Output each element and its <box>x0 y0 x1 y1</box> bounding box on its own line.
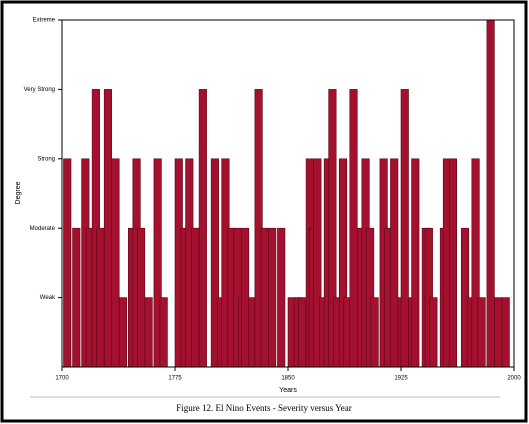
bar <box>298 297 307 368</box>
x-tick-label: 1925 <box>394 376 408 382</box>
bar <box>486 19 495 368</box>
x-tick-label: 1850 <box>281 376 295 382</box>
bar <box>260 227 269 368</box>
bar <box>370 297 379 368</box>
bar <box>96 227 105 368</box>
caption: Figure 12. El Nino Events - Severity ver… <box>176 403 351 413</box>
bar <box>501 297 510 368</box>
x-tick-label: 1775 <box>168 376 182 382</box>
bar <box>191 227 200 368</box>
bar <box>268 227 277 368</box>
y-tick-label: Moderate <box>30 226 56 232</box>
bar <box>448 158 458 368</box>
bar <box>477 297 486 368</box>
bar <box>159 297 168 368</box>
bar <box>494 297 503 368</box>
y-tick-label: Extreme <box>33 18 56 24</box>
bar <box>240 227 250 368</box>
bar <box>111 158 120 368</box>
bar <box>72 227 81 368</box>
y-tick-label: Strong <box>37 156 55 162</box>
x-tick-label: 2000 <box>507 376 521 382</box>
bar <box>429 297 438 368</box>
y-axis-label: Degree <box>15 181 22 204</box>
bar <box>349 89 358 368</box>
y-tick-label: Very Strong <box>24 87 55 93</box>
bar <box>198 89 207 368</box>
bar <box>118 297 128 368</box>
x-axis-label: Years <box>279 387 297 394</box>
bar <box>411 158 420 368</box>
bar <box>277 227 286 368</box>
bar <box>390 158 399 368</box>
bar <box>103 89 112 368</box>
y-tick-label: Weak <box>40 295 56 301</box>
bar <box>144 297 153 368</box>
bar <box>400 89 409 368</box>
x-tick-label: 1700 <box>55 376 69 382</box>
bar <box>63 158 72 368</box>
bar <box>137 227 146 368</box>
